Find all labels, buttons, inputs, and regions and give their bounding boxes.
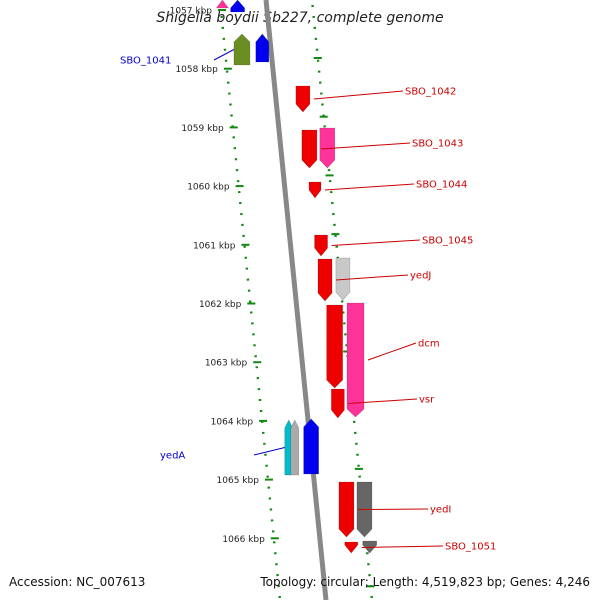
gene-label[interactable]: SBO_1045 — [422, 236, 473, 247]
gene-label-leader — [313, 90, 404, 100]
gene-sbo-1044[interactable] — [308, 181, 322, 199]
scale-tick-label: 1057 kbp — [170, 7, 213, 17]
gene-sbo-1041[interactable] — [233, 33, 251, 66]
gene-sbo-1045[interactable] — [314, 234, 328, 257]
scale-tick-label: 1061 kbp — [193, 241, 236, 251]
gene-label-leader — [367, 342, 417, 361]
scale-tick-label: 1066 kbp — [222, 535, 265, 545]
gene-label-leader — [361, 545, 444, 548]
scale-tick-label: 1059 kbp — [181, 124, 224, 134]
gene-dcm[interactable] — [346, 302, 365, 418]
gene-feature[interactable] — [230, 0, 245, 13]
gene-label-leader — [320, 142, 411, 150]
scale-tick-label: 1058 kbp — [175, 65, 218, 75]
gene-label[interactable]: yedI — [430, 505, 451, 516]
gene-label-leader — [213, 49, 235, 61]
scale-tick-label: 1063 kbp — [205, 359, 248, 369]
gene-yedj[interactable] — [317, 258, 333, 302]
gene-sbo-1042[interactable] — [295, 85, 311, 113]
gene-label[interactable]: SBO_1042 — [405, 87, 456, 98]
gene-feature[interactable] — [303, 418, 319, 475]
scale-tick-label: 1060 kbp — [187, 183, 230, 193]
scale-tick-label: 1065 kbp — [217, 476, 260, 486]
gene-sbo-1051[interactable] — [344, 541, 359, 554]
gene-vsr[interactable] — [331, 388, 345, 419]
gene-yedi[interactable] — [338, 481, 355, 538]
gene-label-leader — [324, 183, 415, 191]
gene-feature[interactable] — [255, 33, 270, 63]
gene-feature[interactable] — [335, 257, 351, 301]
accession-text: Accession: NC_007613 — [9, 575, 146, 589]
gene-label-leader — [335, 274, 409, 281]
right-track — [311, 4, 374, 600]
gene-feature[interactable] — [326, 304, 343, 389]
gene-feature[interactable] — [319, 127, 336, 169]
gene-label[interactable]: SBO_1051 — [445, 542, 496, 553]
gene-label[interactable]: dcm — [418, 339, 440, 350]
scale-tick-label: 1062 kbp — [199, 300, 242, 310]
gene-label[interactable]: yedA — [160, 451, 185, 462]
gene-label-leader — [253, 447, 285, 456]
gene-label[interactable]: vsr — [419, 395, 435, 406]
gene-label[interactable]: yedJ — [410, 271, 431, 282]
gene-label-leader — [357, 508, 429, 510]
genome-backbone — [263, 0, 329, 600]
gene-label-leader — [348, 398, 418, 404]
gene-sbo-1043[interactable] — [301, 129, 318, 169]
gene-feature[interactable] — [215, 0, 229, 9]
gene-feature[interactable] — [290, 419, 300, 476]
gene-label[interactable]: SBO_1043 — [412, 139, 463, 150]
map-title: Shigella boydii Sb227, complete genome — [156, 10, 444, 26]
gene-label[interactable]: SBO_1041 — [120, 56, 171, 67]
scale-tick-label: 1064 kbp — [211, 417, 254, 427]
gene-label-leader — [331, 239, 421, 246]
genome-summary-text: Topology: circular; Length: 4,519,823 bp… — [260, 575, 590, 589]
gene-label[interactable]: SBO_1044 — [416, 180, 467, 191]
